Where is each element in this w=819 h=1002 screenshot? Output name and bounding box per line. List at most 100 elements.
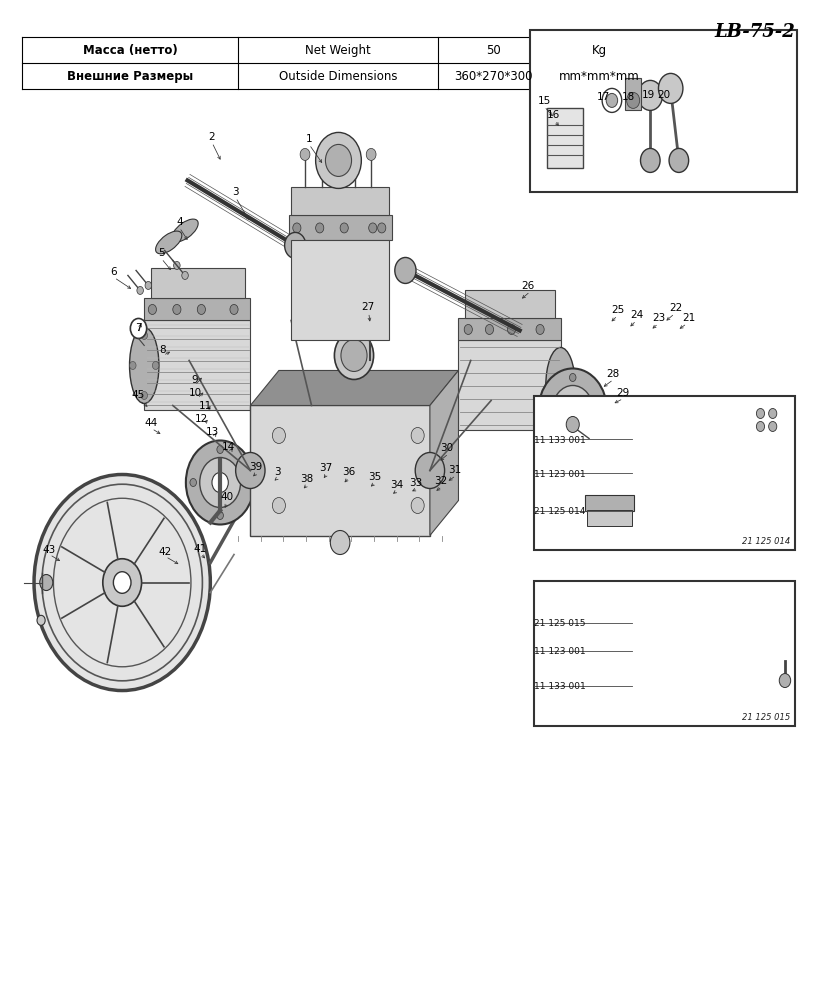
Circle shape xyxy=(569,374,576,382)
Text: 20: 20 xyxy=(658,90,671,100)
Circle shape xyxy=(186,441,255,525)
Text: 42: 42 xyxy=(158,546,171,556)
Text: 12: 12 xyxy=(195,414,208,424)
Text: 6: 6 xyxy=(111,268,117,278)
Bar xyxy=(585,496,634,511)
Circle shape xyxy=(315,223,324,233)
Text: 11 133 001: 11 133 001 xyxy=(534,436,586,445)
Circle shape xyxy=(129,362,136,370)
Text: 21 125 015: 21 125 015 xyxy=(743,711,790,720)
Circle shape xyxy=(340,223,348,233)
Bar xyxy=(151,270,245,300)
Circle shape xyxy=(197,306,206,316)
Circle shape xyxy=(148,306,156,316)
Circle shape xyxy=(152,362,159,370)
Text: 19: 19 xyxy=(642,90,655,100)
Text: 7: 7 xyxy=(135,323,142,333)
Text: 4: 4 xyxy=(176,217,183,227)
Bar xyxy=(625,79,641,111)
Circle shape xyxy=(315,133,361,189)
Text: 24: 24 xyxy=(630,311,643,321)
Ellipse shape xyxy=(156,231,182,255)
Text: 25: 25 xyxy=(611,306,624,316)
Circle shape xyxy=(411,428,424,444)
Circle shape xyxy=(411,498,424,514)
Text: 41: 41 xyxy=(193,543,206,553)
Text: 26: 26 xyxy=(521,282,535,292)
Circle shape xyxy=(103,559,142,606)
Polygon shape xyxy=(251,406,430,536)
Circle shape xyxy=(34,475,210,690)
Circle shape xyxy=(182,273,188,281)
Polygon shape xyxy=(556,591,789,601)
Circle shape xyxy=(769,409,776,419)
Circle shape xyxy=(236,453,265,489)
Text: 2: 2 xyxy=(209,132,215,142)
Text: 21 125 014: 21 125 014 xyxy=(743,536,790,545)
Text: 33: 33 xyxy=(410,478,423,488)
Circle shape xyxy=(638,81,663,111)
Circle shape xyxy=(415,453,445,489)
Circle shape xyxy=(486,325,494,335)
Bar xyxy=(533,397,794,550)
Text: 9: 9 xyxy=(192,375,198,385)
Circle shape xyxy=(173,306,181,316)
Circle shape xyxy=(333,149,343,161)
Polygon shape xyxy=(556,641,772,651)
Circle shape xyxy=(757,409,765,419)
Polygon shape xyxy=(430,371,459,536)
Text: 34: 34 xyxy=(390,480,403,490)
Text: 3: 3 xyxy=(233,187,239,197)
Ellipse shape xyxy=(597,470,649,492)
Circle shape xyxy=(508,325,516,335)
Bar xyxy=(530,31,797,193)
Text: 18: 18 xyxy=(622,92,635,102)
Circle shape xyxy=(273,498,286,514)
Text: 11: 11 xyxy=(199,401,212,411)
Bar xyxy=(587,510,631,526)
Ellipse shape xyxy=(545,348,575,424)
Circle shape xyxy=(174,263,180,271)
Text: 11 123 001: 11 123 001 xyxy=(534,470,586,479)
Circle shape xyxy=(230,306,238,316)
Circle shape xyxy=(130,320,147,339)
Text: Outside Dimensions: Outside Dimensions xyxy=(278,70,397,83)
Circle shape xyxy=(378,223,386,233)
Circle shape xyxy=(658,74,683,104)
Circle shape xyxy=(145,283,152,291)
Circle shape xyxy=(285,233,305,260)
Circle shape xyxy=(334,332,373,380)
Circle shape xyxy=(779,674,790,687)
Text: 50: 50 xyxy=(486,44,500,57)
Bar xyxy=(533,581,794,725)
Text: 43: 43 xyxy=(42,544,56,554)
Text: 44: 44 xyxy=(144,418,157,428)
Circle shape xyxy=(596,407,603,415)
Text: 39: 39 xyxy=(250,462,263,472)
Bar xyxy=(291,188,389,216)
Text: mm*mm*mm: mm*mm*mm xyxy=(559,70,640,83)
Circle shape xyxy=(366,149,376,161)
Circle shape xyxy=(536,325,544,335)
Text: 360*270*300: 360*270*300 xyxy=(454,70,532,83)
Text: 30: 30 xyxy=(440,443,453,453)
Bar xyxy=(459,320,560,341)
Circle shape xyxy=(137,288,143,296)
Text: 23: 23 xyxy=(653,314,666,323)
Text: 8: 8 xyxy=(160,345,166,355)
Bar xyxy=(144,300,251,321)
Ellipse shape xyxy=(595,455,648,477)
Circle shape xyxy=(217,512,224,520)
Circle shape xyxy=(217,446,224,454)
Circle shape xyxy=(542,407,549,415)
Text: LB-75-2: LB-75-2 xyxy=(714,23,794,41)
Text: 11 123 001: 11 123 001 xyxy=(534,646,586,655)
Text: 35: 35 xyxy=(368,472,381,482)
Circle shape xyxy=(141,392,147,400)
Circle shape xyxy=(212,473,229,493)
Circle shape xyxy=(564,401,581,421)
Text: 36: 36 xyxy=(342,467,355,477)
Circle shape xyxy=(569,440,576,448)
Circle shape xyxy=(341,340,367,372)
Circle shape xyxy=(42,485,202,681)
